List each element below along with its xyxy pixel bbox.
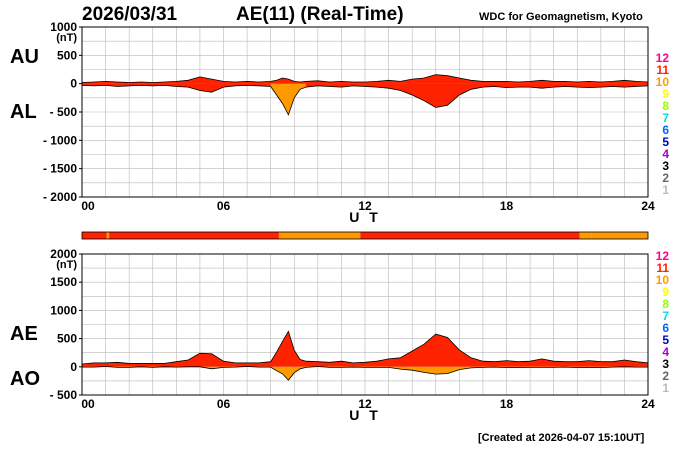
x-tick-label: 06 (217, 397, 231, 411)
created-timestamp: [Created at 2026-04-07 15:10UT] (478, 432, 645, 444)
station-coverage-segment (82, 232, 107, 239)
y-axis-unit: (nT) (56, 32, 77, 44)
x-axis-label: U T (349, 407, 381, 423)
series-label-al: AL (10, 101, 37, 123)
y-tick-label: 500 (57, 48, 77, 62)
station-count-label: 4 (662, 147, 669, 161)
station-coverage-segment (109, 232, 279, 239)
date-title: 2026/03/31 (82, 4, 178, 25)
station-count-label: 9 (662, 285, 669, 299)
station-count-label: 10 (656, 273, 670, 287)
station-count-label: 2 (662, 171, 669, 185)
chart-title: AE(11) (Real-Time) (236, 4, 404, 25)
station-count-label: 5 (662, 333, 669, 347)
station-coverage-segment (579, 232, 592, 239)
station-count-label: 12 (656, 249, 670, 263)
station-coverage-segment (278, 232, 361, 239)
series-line-al (81, 84, 649, 116)
x-tick-label: 12 (358, 397, 372, 411)
station-count-label: 8 (662, 297, 669, 311)
x-tick-label: 18 (500, 397, 514, 411)
station-coverage-frame (81, 231, 649, 240)
x-tick-label: 12 (358, 199, 372, 213)
y-tick-label: 500 (57, 332, 77, 346)
y-tick-label: 1000 (50, 303, 77, 317)
y-tick-label: - 2000 (43, 190, 77, 204)
data-source: WDC for Geomagnetism, Kyoto (479, 11, 643, 23)
x-tick-label: 24 (641, 199, 655, 213)
station-count-label: 1 (662, 381, 669, 395)
series-label-ao: AO (10, 368, 40, 390)
station-count-label: 5 (662, 135, 669, 149)
station-count-label: 6 (662, 321, 669, 335)
station-count-label: 1 (662, 183, 669, 197)
station-coverage-segment (106, 232, 110, 239)
station-count-label: 11 (656, 63, 669, 77)
station-count-label: 4 (662, 345, 669, 359)
y-tick-label: 2000 (50, 247, 77, 261)
station-count-label: 12 (656, 51, 670, 65)
series-area-ae (82, 331, 648, 367)
y-tick-label: 1500 (50, 275, 77, 289)
y-tick-label: - 1000 (43, 133, 77, 147)
series-line-ao (82, 366, 648, 381)
series-line-ae (81, 330, 649, 365)
series-area-al-orange (270, 83, 307, 115)
series-label-au: AU (10, 46, 39, 68)
series-line-au (81, 74, 649, 83)
station-coverage-segment (591, 232, 648, 239)
y-tick-label: 0 (70, 360, 77, 374)
x-tick-label: 24 (641, 397, 655, 411)
series-area-al (82, 83, 648, 115)
x-tick-label: 06 (217, 199, 231, 213)
y-tick-label: 1000 (50, 20, 77, 34)
series-area-au (82, 74, 648, 84)
station-count-label: 3 (662, 159, 669, 173)
y-tick-label: - 500 (50, 105, 78, 119)
station-count-label: 7 (662, 309, 669, 323)
station-count-label: 2 (662, 369, 669, 383)
y-tick-label: 0 (70, 77, 77, 91)
y-tick-label: - 500 (50, 388, 78, 402)
x-axis-label: U T (349, 209, 381, 225)
plot-frame (81, 253, 649, 396)
x-tick-label: 18 (500, 199, 514, 213)
y-axis-unit: (nT) (56, 259, 77, 271)
station-count-label: 10 (656, 75, 670, 89)
station-count-label: 8 (662, 99, 669, 113)
station-count-label: 9 (662, 87, 669, 101)
y-tick-label: - 1500 (43, 162, 77, 176)
station-count-label: 11 (656, 261, 669, 275)
x-tick-label: 00 (81, 397, 95, 411)
station-count-label: 6 (662, 123, 669, 137)
station-count-label: 3 (662, 357, 669, 371)
station-coverage-segment (360, 232, 580, 239)
x-tick-label: 00 (81, 199, 95, 213)
station-count-label: 7 (662, 111, 669, 125)
series-label-ae: AE (10, 323, 38, 345)
